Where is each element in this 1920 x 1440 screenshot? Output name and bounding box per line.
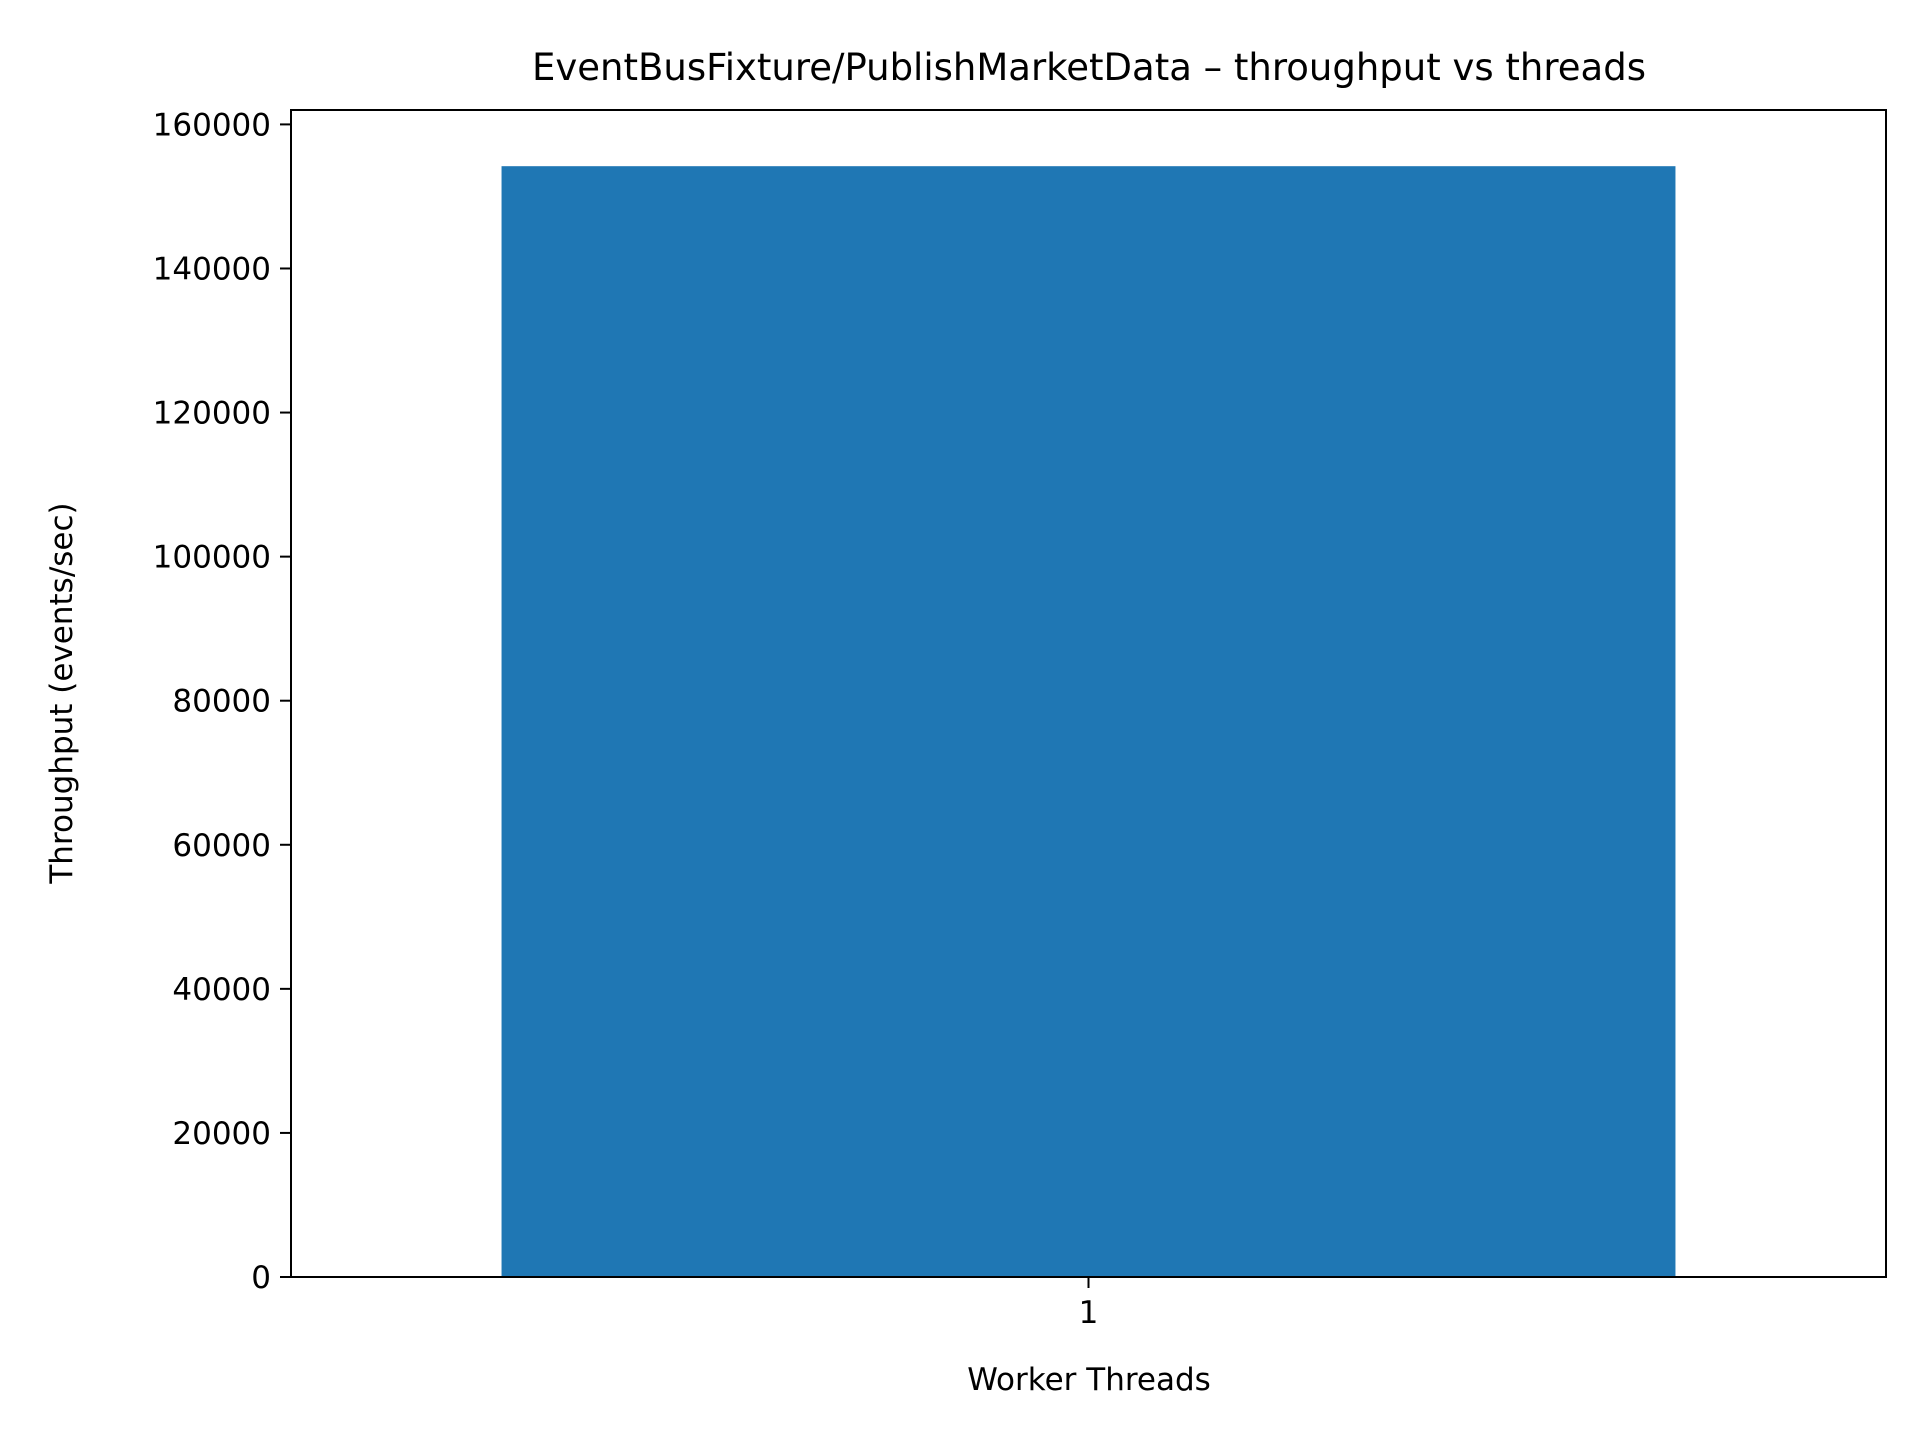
y-axis-ticks: 0 20000 40000 60000 80000 100000 120000 140000 1… <box>153 107 291 1296</box>
y-tick-label: 40000 <box>172 972 271 1008</box>
plot-frame <box>290 109 1887 1278</box>
y-tick-label: 140000 <box>153 251 271 287</box>
y-tick-label: 100000 <box>153 540 271 576</box>
y-tick-label: 20000 <box>172 1116 271 1152</box>
x-axis-label: Worker Threads <box>967 1362 1211 1398</box>
y-tick-label: 60000 <box>172 828 271 864</box>
y-axis-label: Throughput (events/sec) <box>44 502 80 884</box>
x-tick-label: 1 <box>1079 1295 1099 1331</box>
bars-group <box>501 166 1676 1278</box>
y-tick-label: 0 <box>251 1260 271 1296</box>
chart-title: EventBusFixture/PublishMarketData – thro… <box>532 46 1646 89</box>
y-tick-label: 120000 <box>153 396 271 432</box>
y-tick-label: 80000 <box>172 684 271 720</box>
x-axis-ticks: 1 <box>1079 1277 1099 1331</box>
y-tick-label: 160000 <box>153 107 271 143</box>
bar-1 <box>501 166 1676 1278</box>
